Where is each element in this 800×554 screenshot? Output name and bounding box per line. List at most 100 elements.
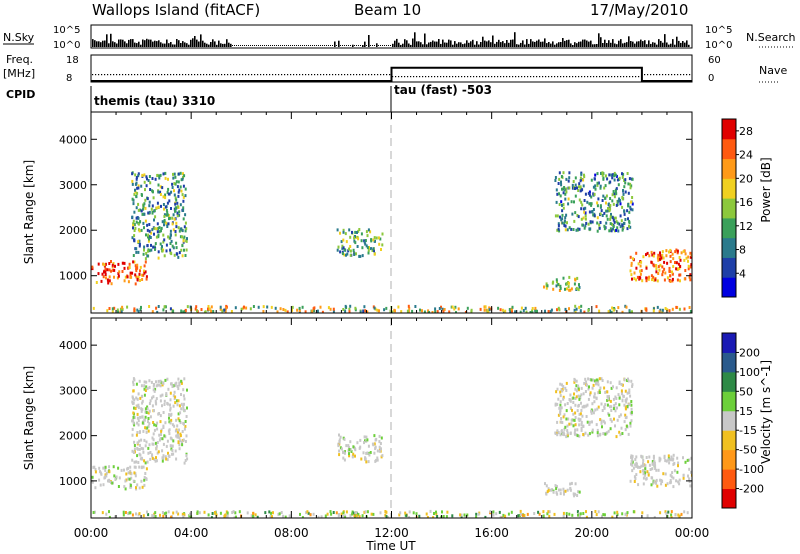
echo-cell <box>621 228 624 232</box>
echo-cell <box>548 514 551 518</box>
echo-cell <box>154 515 157 518</box>
echo-cell <box>146 510 148 514</box>
echo-cell <box>510 307 513 311</box>
echo-cell <box>167 192 170 196</box>
echo-cell <box>156 441 159 444</box>
echo-cell <box>348 310 351 313</box>
echo-cell <box>364 309 367 313</box>
echo-cell <box>135 181 138 185</box>
nsearch-dot <box>152 45 153 46</box>
nsky-bar <box>434 41 436 47</box>
echo-cell <box>184 440 187 443</box>
echo-cell <box>164 171 167 175</box>
echo-cell <box>565 409 568 413</box>
nsearch-dot <box>248 45 249 46</box>
nsearch-dot <box>204 45 205 46</box>
echo-cell <box>603 186 606 190</box>
echo-cell <box>385 515 388 518</box>
echo-cell <box>592 411 595 415</box>
nsky-bar <box>510 39 512 47</box>
echo-cell <box>614 409 617 413</box>
echo-cell <box>628 402 631 406</box>
nsearch-label: N.Search <box>746 31 796 44</box>
echo-cell <box>143 226 145 230</box>
echo-cell <box>178 188 181 192</box>
echo-cell <box>339 231 341 235</box>
echo-cell <box>669 473 672 477</box>
nsearch-dot <box>372 45 373 46</box>
echo-cell <box>595 381 598 385</box>
echo-cell <box>632 466 635 470</box>
nsearch-dot <box>296 45 297 46</box>
nsearch-dot <box>438 45 439 46</box>
echo-cell <box>173 193 176 197</box>
echo-cell <box>143 173 146 177</box>
echo-cell <box>590 210 593 214</box>
echo-cell <box>184 308 187 312</box>
nsearch-dot <box>306 45 307 46</box>
echo-cell <box>622 189 624 192</box>
nsearch-dot <box>386 45 387 46</box>
nave-dot <box>395 76 397 78</box>
nsky-bar <box>212 39 214 47</box>
echo-cell <box>152 245 155 249</box>
echo-cell <box>599 186 602 190</box>
echo-cell <box>522 309 525 312</box>
echo-cell <box>574 194 577 198</box>
power-colorbar-label: Power [dB] <box>759 157 773 222</box>
nsearch-dot <box>446 45 447 46</box>
echo-cell <box>147 179 150 182</box>
echo-cell <box>137 392 140 396</box>
echo-cell <box>666 276 669 280</box>
echo-cell <box>366 438 369 442</box>
echo-cell <box>133 444 136 447</box>
echo-cell <box>136 416 139 420</box>
nsearch-dot <box>200 45 201 46</box>
echo-cell <box>152 438 155 442</box>
nsky-bar <box>120 39 122 47</box>
echo-cell <box>182 407 185 411</box>
echo-cell <box>571 212 574 216</box>
echo-cell <box>162 442 165 446</box>
nave-dot <box>281 74 283 76</box>
echo-cell <box>555 487 558 491</box>
echo-cell <box>170 190 173 194</box>
echo-cell <box>629 394 632 398</box>
echo-cell <box>627 191 630 195</box>
echo-cell <box>372 247 375 251</box>
echo-cell <box>91 475 94 479</box>
echo-cell <box>616 178 619 182</box>
echo-cell <box>368 246 370 249</box>
echo-cell <box>376 308 379 312</box>
echo-cell <box>169 406 172 410</box>
nave-dot <box>266 74 268 76</box>
echo-cell <box>166 402 169 406</box>
echo-cell <box>143 459 146 463</box>
nave-dot <box>344 74 346 76</box>
echo-cell <box>601 425 603 429</box>
nsearch-dot <box>330 45 331 46</box>
echo-cell <box>619 225 622 229</box>
echo-cell <box>108 479 111 483</box>
echo-cell <box>145 184 148 188</box>
echo-cell <box>174 182 177 186</box>
echo-cell <box>630 200 633 204</box>
echo-cell <box>140 184 143 188</box>
echo-cell <box>599 204 602 208</box>
echo-cell <box>615 192 618 196</box>
echo-cell <box>373 442 376 446</box>
nsky-bar <box>442 39 444 47</box>
nsky-bar <box>680 42 682 47</box>
echo-cell <box>563 224 566 227</box>
echo-cell <box>605 214 608 218</box>
echo-cell <box>674 513 677 517</box>
echo-cell <box>131 458 134 462</box>
nsky-bar <box>152 41 154 47</box>
nsearch-dot <box>180 45 181 46</box>
echo-cell <box>112 262 115 265</box>
echo-cell <box>561 383 563 387</box>
echo-cell <box>132 421 135 425</box>
nsearch-dot <box>628 45 629 46</box>
echo-cell <box>321 310 324 313</box>
echo-cell <box>176 424 179 428</box>
